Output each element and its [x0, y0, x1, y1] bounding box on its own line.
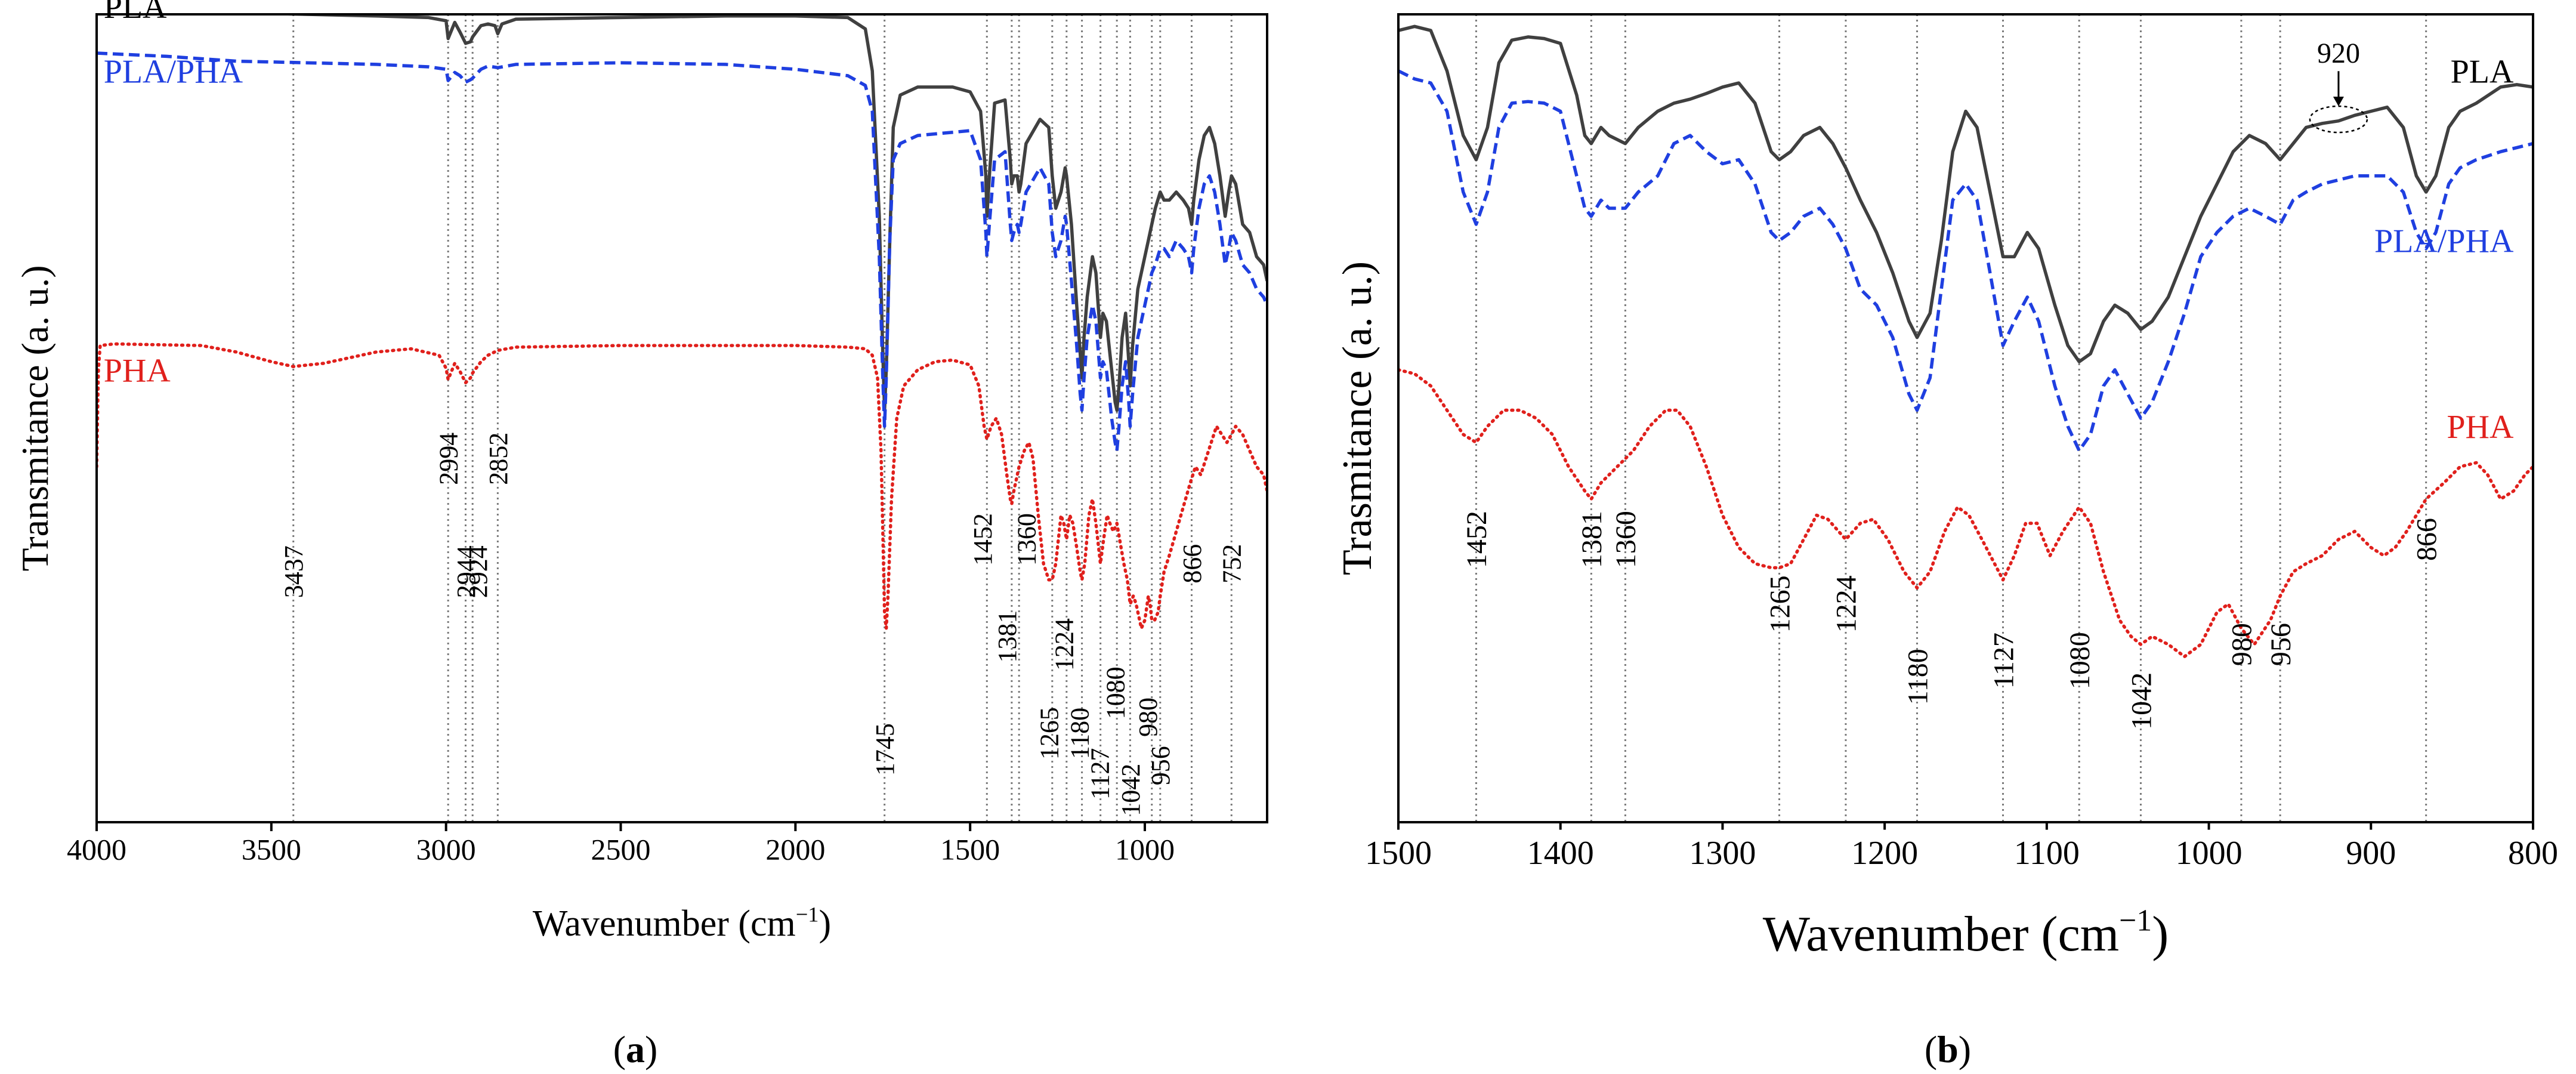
panel-0-peak-label-1381: 1381 [993, 610, 1022, 663]
panel-1-y-axis-label: Trasmitance (a. u.) [1335, 261, 1380, 575]
panel-letter-a: a [626, 1028, 645, 1070]
panel-0-series-pha [97, 342, 1267, 630]
panel-0-peak-label-2994: 2994 [434, 433, 464, 485]
panel-1-x-tick-label-1200: 1200 [1851, 835, 1918, 872]
panel-1-x-tick-label-1500: 1500 [1365, 835, 1432, 872]
panel-1-series-pla-pha [1398, 69, 2533, 452]
panel-label-a: (a) [613, 1028, 658, 1070]
panel-0-x-tick-label-1500: 1500 [940, 833, 1000, 866]
panel-1-x-tick-label-1400: 1400 [1527, 835, 1594, 872]
panel-1-x-axis-label: Wavenumber (cm−1) [1763, 904, 2169, 962]
panel-0-peak-label-3437: 3437 [279, 545, 308, 598]
panel-0-x-tick-label-1000: 1000 [1115, 833, 1175, 866]
panel-0-peak-label-2944: 2944 [452, 545, 481, 598]
panel-1-peak-label-1127: 1127 [1988, 632, 2019, 689]
panel-0-y-axis-label: Transmitance (a. u.) [14, 265, 56, 571]
panel-1-series-pha [1398, 368, 2533, 659]
panel-0-series-label-pla: PLA [104, 0, 167, 26]
panel-1-peak-label-1265: 1265 [1764, 575, 1796, 632]
panel-1-series-label-pla: PLA [2451, 53, 2514, 90]
panel-0-x-tick-label-2000: 2000 [765, 833, 825, 866]
panel-1-series-pla [1398, 24, 2533, 363]
panel-b-spectrum: PLA PLA/PHA PHA 1452 1381 1360 1265 1224 1180 112… [1335, 13, 2558, 962]
panel-0-peak-label-1360: 1360 [1012, 513, 1041, 566]
panel-1-peak-label-1042: 1042 [2126, 672, 2157, 730]
panel-letter-b: b [1937, 1028, 1959, 1070]
panel-0-peak-label-1452: 1452 [968, 513, 997, 566]
panel-0-peak-label-2852: 2852 [484, 433, 513, 485]
panel-1-peak-label-1360: 1360 [1610, 511, 1642, 568]
panel-0-peak-label-1745: 1745 [870, 723, 900, 776]
panel-0-peak-label-956: 956 [1146, 746, 1175, 785]
panel-0-x-axis-label: Wavenumber (cm−1) [533, 903, 831, 944]
panel-0-peak-label-752: 752 [1218, 544, 1247, 584]
panel-1-series-label-pla-pha: PLA/PHA [2374, 223, 2514, 260]
panel-0-x-tick-label-3000: 3000 [416, 833, 476, 866]
panel-1-peak-label-980: 980 [2226, 623, 2258, 666]
panel-1-x-tick-label-1100: 1100 [2014, 835, 2080, 872]
panel-1-x-tick-label-900: 900 [2346, 835, 2396, 872]
panel-0-x-tick-label-4000: 4000 [67, 833, 126, 866]
panel-0-peak-label-1127: 1127 [1085, 748, 1114, 800]
panel-1-annotation-arrowhead [2333, 97, 2344, 107]
panel-1-peak-label-1452: 1452 [1461, 511, 1493, 568]
panel-1-series-label-pha: PHA [2447, 409, 2514, 446]
panel-label-b: (b) [1925, 1028, 1971, 1070]
panel-0-peak-label-980: 980 [1133, 698, 1163, 737]
panel-1-peak-label-956: 956 [2265, 623, 2297, 666]
panel-1-peak-label-866: 866 [2411, 518, 2443, 561]
panel-1-x-tick-label-1000: 1000 [2176, 835, 2243, 872]
panel-0-peak-label-1080: 1080 [1101, 666, 1131, 719]
panel-1-x-tick-label-1300: 1300 [1689, 835, 1756, 872]
panel-1-annotation-label: 920 [2317, 38, 2360, 69]
panel-0-x-tick-label-3500: 3500 [242, 833, 301, 866]
panel-0-series-label-pha: PHA [104, 352, 171, 389]
panel-1-peak-label-1224: 1224 [1831, 575, 1862, 632]
panel-0-peak-label-1180: 1180 [1065, 708, 1094, 759]
panel-0-peak-label-1265: 1265 [1034, 707, 1064, 760]
panel-0-series-label-pla-pha: PLA/PHA [104, 53, 243, 90]
panel-1-peak-label-1080: 1080 [2064, 632, 2096, 689]
panel-1-peak-label-1381: 1381 [1576, 511, 1608, 568]
panel-1-x-tick-label-800: 800 [2508, 835, 2558, 872]
panel-0-peak-label-2924: 2924 [464, 545, 493, 598]
panel-0-peak-label-866: 866 [1178, 544, 1207, 584]
panel-0-peak-label-1224: 1224 [1050, 618, 1079, 671]
panel-0-peak-label-1042: 1042 [1116, 764, 1145, 816]
panel-0-plot-frame [95, 13, 1268, 823]
panel-0-x-tick-label-2500: 2500 [591, 833, 651, 866]
panel-1-plot-frame [1397, 13, 2534, 823]
panel-1-peak-label-1180: 1180 [1902, 649, 1933, 705]
panel-0-series-pla [236, 14, 1267, 412]
panel-0-series-pla-pha [97, 51, 1267, 452]
